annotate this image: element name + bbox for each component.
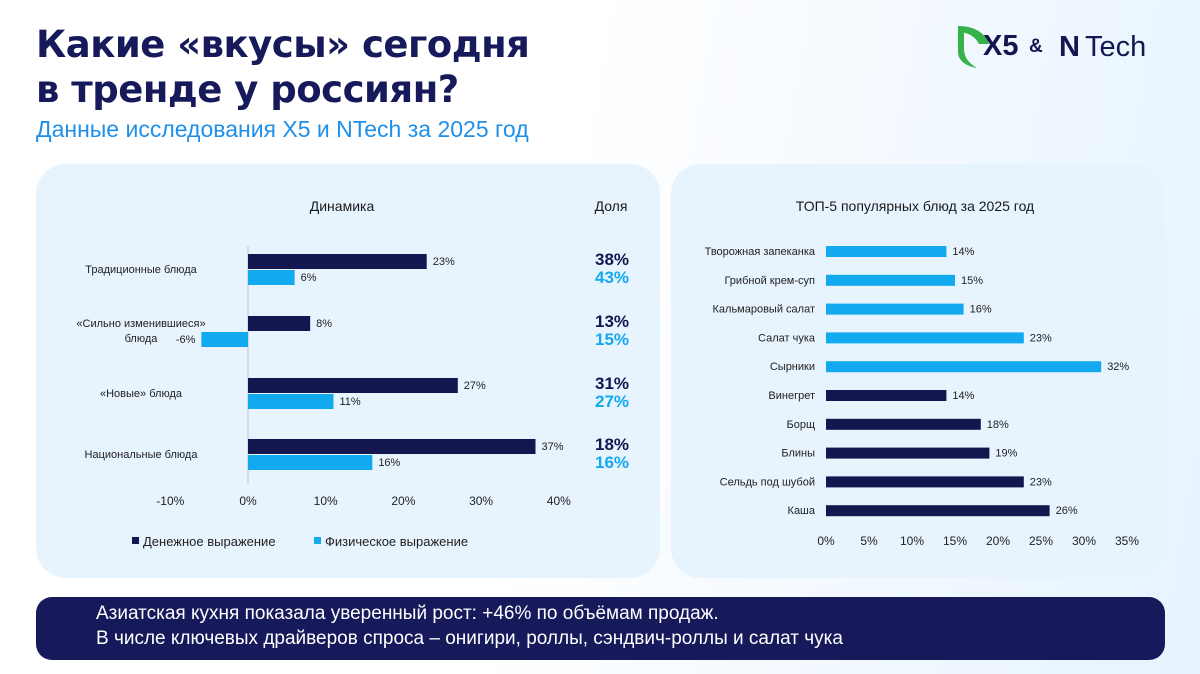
x-tick-label: 15% [943,534,967,548]
legend-label: Физическое выражение [325,534,468,549]
legend-swatch [132,537,139,544]
category-label: Винегрет [768,390,815,402]
bar-physical [201,332,248,347]
logo-tech-text: Tech [1085,31,1147,63]
chart-title: ТОП-5 популярных блюд за 2025 год [796,198,1034,214]
dynamics-chart: Динамика Доля Традиционные блюда 23% 6% 38%43… [76,198,629,549]
bar-value-label: 23% [1030,332,1052,344]
logo-x5-text: X5 [983,30,1019,62]
bar [826,303,964,315]
bar-physical [248,270,295,285]
share-money: 38% [595,250,629,269]
share-physical: 43% [595,268,629,287]
top-dishes-chart: ТОП-5 популярных блюд за 2025 год Творожн… [705,198,1140,548]
bar-value-label: 19% [995,448,1017,460]
bar-value-label: 14% [952,390,974,402]
x-tick-label: 30% [1072,534,1096,548]
bar-value-label: 11% [339,396,360,408]
bar [826,274,955,286]
category-label: Кальмаровый салат [713,304,816,316]
logo-n-letter: N [1059,31,1080,63]
category-label: Сельдь под шубой [720,476,815,488]
x-tick-label: 10% [314,494,338,508]
share-money: 18% [595,435,629,454]
share-physical: 27% [595,392,629,411]
x5-ntech-logo: X5 & N Tech [955,22,1170,72]
x-tick-label: 10% [900,534,924,548]
bar-value-label: 23% [433,256,455,268]
share-money: 13% [595,312,629,331]
bar-value-label: 16% [378,457,400,469]
share-header: Доля [595,198,628,214]
category-label: «Сильно изменившиеся» [76,318,205,330]
category-label: Традиционные блюда [85,264,197,276]
bar [826,390,947,401]
bar-money [248,254,427,269]
top-dishes-chart-panel: ТОП-5 популярных блюд за 2025 год Творожн… [671,164,1165,578]
x-tick-label: 20% [986,534,1010,548]
title-line-2: в тренде у россиян? [36,68,459,111]
category-label: Каша [788,505,816,517]
dynamics-chart-panel: Динамика Доля Традиционные блюда 23% 6% 38% 43… [36,164,660,578]
category-label: блюда [125,333,159,345]
x-tick-label: 35% [1115,534,1139,548]
bar-value-label: 37% [541,441,563,453]
category-label: Грибной крем-суп [724,275,815,287]
bar-value-label: 32% [1107,361,1129,373]
category-label: Борщ [786,419,815,431]
x-tick-label: 5% [860,534,878,548]
bar-money [248,439,536,454]
bar [826,505,1050,517]
page-title: Какие «вкусы» сегодня в тренде у россиян… [36,22,676,112]
bar [826,418,981,430]
category-label: Творожная запеканка [705,246,816,258]
bar-value-label: 6% [301,272,317,284]
bar-money [248,378,458,393]
legend-swatch [314,537,321,544]
bar-value-label: 8% [316,318,332,330]
x-tick-label: 40% [547,494,571,508]
x-tick-label: 25% [1029,534,1053,548]
bar-value-label: 15% [961,275,983,287]
x-tick-label: 30% [469,494,493,508]
x-tick-label: 0% [239,494,257,508]
bar-money [248,316,311,331]
bar-value-label: 27% [464,380,486,392]
share-money: 31% [595,374,629,393]
page-subtitle: Данные исследования X5 и NTech за 2025 г… [36,116,529,142]
category-label: Блины [781,448,815,460]
bar-value-label: -6% [176,334,196,346]
category-label: «Новые» блюда [100,388,183,400]
bar [826,332,1024,344]
category-label: Салат чука [758,332,816,344]
bar [826,361,1102,373]
x-tick-label: -10% [156,494,184,508]
bar [826,476,1024,488]
bar-physical [248,394,334,409]
x-tick-label: 0% [817,534,835,548]
bar-value-label: 16% [970,304,992,316]
bar [826,447,990,459]
banner-line-1: Азиатская кухня показала уверенный рост:… [96,603,719,624]
banner-line-2: В числе ключевых драйверов спроса – ониг… [96,628,843,649]
title-line-1: Какие «вкусы» сегодня [36,23,530,66]
bar-value-label: 26% [1056,505,1078,517]
x-tick-label: 20% [391,494,415,508]
bar-physical [248,455,373,470]
summary-banner: Азиатская кухня показала уверенный рост:… [36,597,1165,660]
x5-leaf-icon [958,26,989,68]
logo-ampersand: & [1029,36,1043,57]
bar-value-label: 14% [952,246,974,258]
chart-title: Динамика [310,198,375,214]
category-label: Сырники [770,361,815,373]
share-physical: 16% [595,453,629,472]
legend-label: Денежное выражение [143,534,276,549]
bar-value-label: 23% [1030,476,1052,488]
category-label: Национальные блюда [85,449,199,461]
bar-value-label: 18% [987,419,1009,431]
bar [826,246,947,257]
share-physical: 15% [595,330,629,349]
